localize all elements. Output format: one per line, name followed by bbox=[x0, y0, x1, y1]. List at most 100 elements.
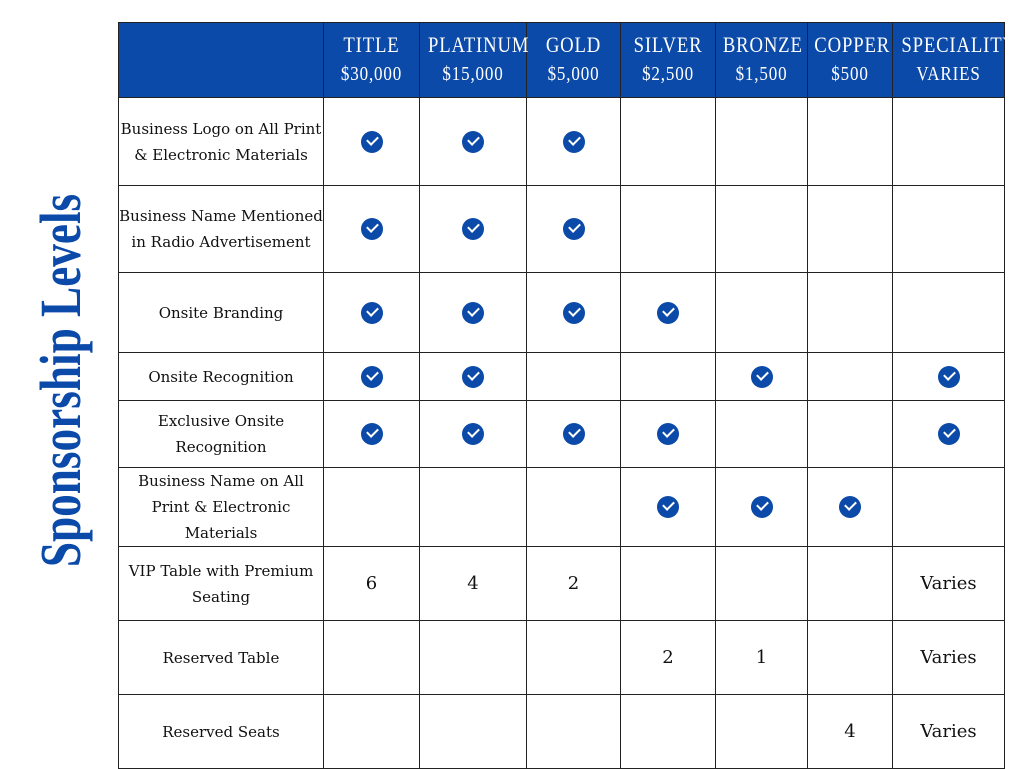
included-cell bbox=[715, 467, 808, 547]
tier-header: SILVER $2,500 bbox=[620, 22, 716, 98]
value-cell bbox=[526, 352, 621, 401]
value-cell bbox=[807, 546, 893, 621]
value-cell bbox=[419, 620, 527, 695]
tier-price: $15,000 bbox=[442, 63, 504, 85]
check-circle-icon bbox=[462, 365, 484, 388]
page-title: Sponsorship Levels bbox=[27, 193, 93, 567]
value-cell bbox=[807, 620, 893, 695]
included-cell bbox=[419, 97, 527, 186]
check-circle-icon bbox=[750, 365, 773, 388]
included-cell bbox=[526, 97, 621, 186]
included-cell bbox=[526, 185, 621, 273]
value-cell bbox=[715, 400, 808, 468]
value-cell bbox=[323, 467, 420, 547]
value-cell: 4 bbox=[419, 546, 527, 621]
feature-label: Business Name Mentioned in Radio Adverti… bbox=[118, 185, 324, 273]
value-cell bbox=[620, 185, 716, 273]
value-cell: Varies bbox=[892, 694, 1005, 769]
table-row: Onsite Branding bbox=[118, 272, 1005, 353]
check-circle-icon bbox=[462, 423, 484, 445]
check-circle-icon bbox=[462, 218, 484, 240]
sponsorship-table: TITLE $30,000 PLATINUM $15,000 GOLD $5,000 … bbox=[118, 22, 1016, 769]
included-cell bbox=[807, 467, 893, 547]
value-cell: 6 bbox=[323, 546, 420, 621]
value-cell bbox=[807, 97, 893, 186]
tier-name: GOLD bbox=[545, 32, 602, 57]
value-cell bbox=[323, 694, 420, 769]
tier-name: SILVER bbox=[633, 32, 703, 57]
feature-label: Business Logo on All Print & Electronic … bbox=[118, 97, 324, 186]
side-title-container: Sponsorship Levels bbox=[20, 160, 100, 600]
value-cell bbox=[715, 694, 808, 769]
feature-label: Reserved Seats bbox=[118, 694, 324, 769]
check-circle-icon bbox=[750, 496, 773, 518]
included-cell bbox=[892, 400, 1005, 468]
feature-label: Onsite Branding bbox=[118, 272, 324, 353]
check-circle-icon bbox=[562, 301, 585, 324]
included-cell bbox=[419, 400, 527, 468]
check-circle-icon bbox=[360, 218, 383, 240]
tier-header: TITLE $30,000 bbox=[323, 22, 420, 98]
table-row: Exclusive Onsite Recognition bbox=[118, 400, 1005, 468]
value-cell: 2 bbox=[526, 546, 621, 621]
check-circle-icon bbox=[462, 301, 484, 324]
tier-name: BRONZE bbox=[722, 32, 803, 57]
check-circle-icon bbox=[937, 423, 960, 445]
feature-label: Exclusive Onsite Recognition bbox=[118, 400, 324, 468]
value-cell bbox=[526, 620, 621, 695]
check-circle-icon bbox=[462, 130, 484, 153]
included-cell bbox=[892, 352, 1005, 401]
tier-header: BRONZE $1,500 bbox=[715, 22, 808, 98]
included-cell bbox=[620, 467, 716, 547]
tier-price: VARIES bbox=[916, 63, 981, 85]
value-cell bbox=[323, 620, 420, 695]
check-circle-icon bbox=[360, 301, 383, 324]
value-cell bbox=[526, 694, 621, 769]
table-row: Reserved Seats 4 Varies bbox=[118, 694, 1005, 769]
check-circle-icon bbox=[657, 423, 679, 445]
feature-label: Business Name on All Print & Electronic … bbox=[118, 467, 324, 547]
feature-label: Reserved Table bbox=[118, 620, 324, 695]
included-cell bbox=[526, 400, 621, 468]
table-row: VIP Table with Premium Seating 6 4 2 Varies bbox=[118, 546, 1005, 621]
tier-name: PLATINUM bbox=[427, 32, 530, 57]
check-circle-icon bbox=[562, 130, 585, 153]
check-circle-icon bbox=[839, 496, 861, 518]
tier-price: $5,000 bbox=[547, 63, 600, 85]
included-cell bbox=[323, 97, 420, 186]
included-cell bbox=[323, 272, 420, 353]
value-cell bbox=[715, 546, 808, 621]
included-cell bbox=[323, 185, 420, 273]
table-row: Business Name Mentioned in Radio Adverti… bbox=[118, 185, 1005, 273]
value-cell: 2 bbox=[620, 620, 716, 695]
value-cell bbox=[892, 97, 1005, 186]
tier-price: $2,500 bbox=[642, 63, 694, 85]
table-row: Reserved Table 2 1 Varies bbox=[118, 620, 1005, 695]
value-cell bbox=[419, 467, 527, 547]
check-circle-icon bbox=[562, 423, 585, 445]
feature-label: Onsite Recognition bbox=[118, 352, 324, 401]
check-circle-icon bbox=[360, 423, 383, 445]
feature-label: VIP Table with Premium Seating bbox=[118, 546, 324, 621]
value-cell: Varies bbox=[892, 620, 1005, 695]
value-cell bbox=[892, 272, 1005, 353]
value-cell bbox=[892, 185, 1005, 273]
tier-header: PLATINUM $15,000 bbox=[419, 22, 530, 98]
tier-header: GOLD $5,000 bbox=[526, 22, 621, 98]
check-circle-icon bbox=[562, 218, 585, 240]
value-cell bbox=[715, 185, 808, 273]
tier-name: COPPER bbox=[814, 32, 891, 57]
included-cell bbox=[419, 272, 527, 353]
value-cell bbox=[620, 352, 716, 401]
tier-header: COPPER $500 bbox=[807, 22, 893, 98]
tier-header: SPECIALITY VARIES bbox=[892, 22, 1016, 98]
value-cell bbox=[715, 97, 808, 186]
table-row: Business Logo on All Print & Electronic … bbox=[118, 97, 1005, 186]
check-circle-icon bbox=[360, 130, 383, 153]
value-cell bbox=[620, 694, 716, 769]
check-circle-icon bbox=[657, 301, 679, 324]
value-cell bbox=[620, 97, 716, 186]
check-circle-icon bbox=[937, 365, 960, 388]
value-cell bbox=[807, 352, 893, 401]
value-cell: 4 bbox=[807, 694, 893, 769]
